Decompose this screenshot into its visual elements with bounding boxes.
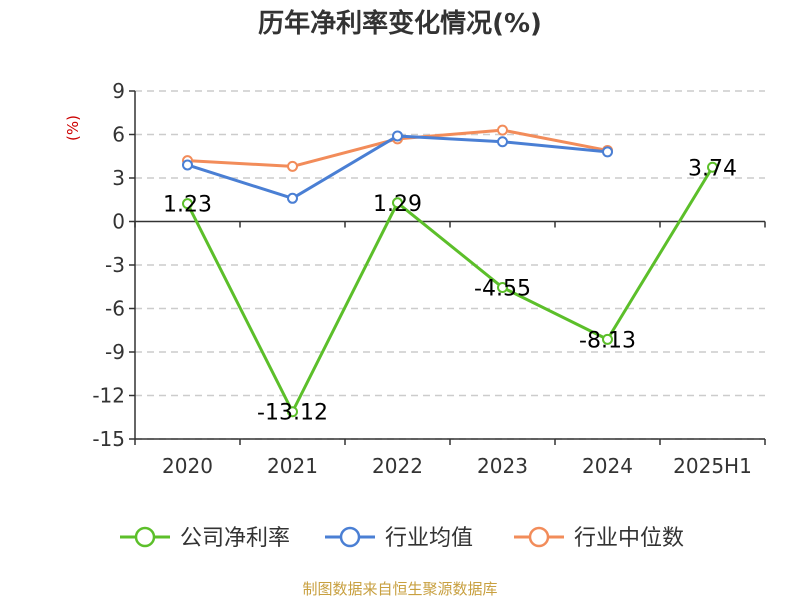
legend-swatch-marker xyxy=(528,526,550,548)
series-line-0 xyxy=(186,166,714,414)
chart-title: 历年净利率变化情况(%) xyxy=(258,8,542,39)
source-note: 制图数据来自恒生聚源数据库 xyxy=(302,580,497,598)
data-point xyxy=(602,333,613,345)
y-tick-label: -6 xyxy=(105,297,125,321)
data-point xyxy=(182,159,193,171)
data-point xyxy=(392,130,403,142)
legend-swatch-marker xyxy=(339,526,361,548)
data-label: -8.13 xyxy=(579,328,636,353)
legend-swatch-marker xyxy=(134,526,156,548)
data-point xyxy=(497,281,508,293)
y-tick-label: -9 xyxy=(105,340,125,364)
x-tick-label: 2022 xyxy=(372,454,423,478)
y-tick-label: 6 xyxy=(112,123,125,147)
grid-layer xyxy=(135,90,765,440)
y-tick-label: 3 xyxy=(112,166,125,190)
data-point xyxy=(707,161,718,173)
x-tick-label: 2020 xyxy=(162,454,213,478)
legend-label: 行业中位数 xyxy=(574,526,684,551)
data-label: -4.55 xyxy=(474,276,531,301)
y-axis-label: (%) xyxy=(64,115,82,141)
x-tick-label: 2023 xyxy=(477,454,528,478)
x-tick-label: 2024 xyxy=(582,454,633,478)
data-point xyxy=(287,160,298,172)
data-point xyxy=(287,406,298,418)
data-label: 3.74 xyxy=(688,156,737,181)
y-tick-label: -12 xyxy=(92,384,125,408)
data-point xyxy=(602,146,613,158)
data-point xyxy=(497,124,508,136)
data-point xyxy=(182,198,193,210)
y-tick-label: 9 xyxy=(112,79,125,103)
data-point xyxy=(392,197,403,209)
series-layer xyxy=(182,124,718,418)
data-label-layer: 1.23 -13.12 1.29 -4.55 -8.13 3.74 xyxy=(163,156,737,425)
axis-layer: 9 6 3 0 -3 -6 -9 -12 -15 2020 2021 2022 2023 2024 2025… xyxy=(92,79,766,478)
data-label: -13.12 xyxy=(257,401,328,426)
legend-label: 公司净利率 xyxy=(180,526,290,551)
data-label: 1.23 xyxy=(163,193,212,218)
legend-label: 行业均值 xyxy=(385,526,473,551)
data-label: 1.29 xyxy=(373,192,422,217)
x-tick-label: 2021 xyxy=(267,454,318,478)
y-tick-label: -3 xyxy=(105,253,125,277)
legend: 公司净利率 行业均值 行业中位数 xyxy=(120,526,684,551)
data-point xyxy=(497,136,508,148)
series-line-1 xyxy=(187,134,608,200)
x-tick-label: 2025H1 xyxy=(673,454,752,478)
y-tick-label: -15 xyxy=(92,427,125,451)
y-tick-label: 0 xyxy=(112,210,125,234)
data-point xyxy=(287,192,298,204)
